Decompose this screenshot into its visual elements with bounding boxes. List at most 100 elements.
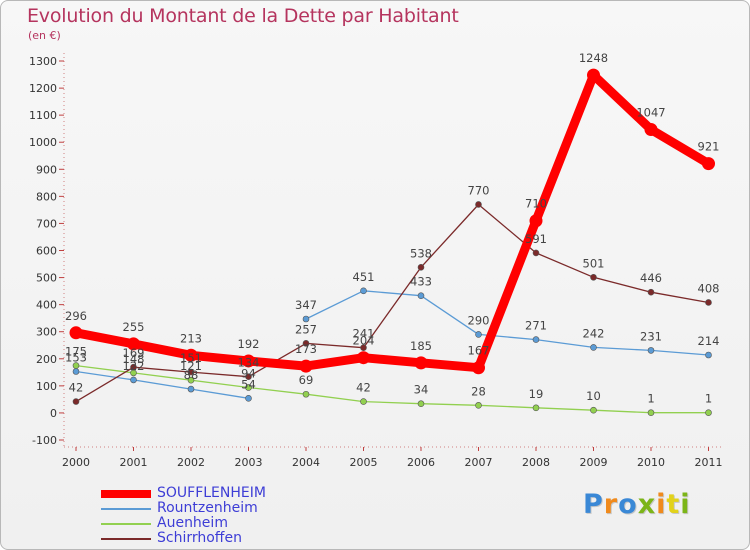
x-tick-label: 2000 (62, 456, 90, 469)
data-label-auenheim: 1 (647, 392, 654, 406)
data-point-schirrhoffen (245, 373, 252, 380)
data-label-rountzenheim: 347 (295, 298, 317, 312)
data-label-auenheim: 148 (123, 352, 145, 366)
data-label-rountzenheim: 290 (468, 313, 490, 327)
data-label-soufflenheim: 204 (353, 334, 375, 348)
proxiti-logo: Proxiti (583, 489, 691, 520)
data-label-auenheim: 28 (471, 384, 486, 398)
data-label-schirrhoffen: 257 (295, 322, 317, 336)
data-label-auenheim: 94 (241, 366, 256, 380)
legend-label-rountzenheim: Rountzenheim (157, 500, 258, 516)
data-label-soufflenheim: 921 (698, 140, 720, 154)
data-label-schirrhoffen: 538 (410, 246, 432, 260)
data-label-auenheim: 34 (414, 383, 429, 397)
data-label-soufflenheim: 710 (525, 197, 547, 211)
data-label-rountzenheim: 54 (241, 377, 256, 391)
legend-item-schirrhoffen: Schirrhoffen (101, 530, 321, 546)
y-tick-label: 1200 (29, 82, 57, 95)
data-label-schirrhoffen: 408 (698, 281, 720, 295)
data-point-rountzenheim (705, 351, 712, 359)
chart-title: Evolution du Montant de la Dette par Hab… (27, 5, 459, 27)
y-tick-label: 300 (36, 326, 57, 339)
series-line-auenheim (75, 364, 710, 414)
data-label-schirrhoffen: 42 (69, 381, 84, 395)
y-tick-label: -100 (32, 434, 57, 447)
data-point-soufflenheim (127, 337, 140, 351)
data-point-rountzenheim (417, 292, 425, 300)
legend-label-auenheim: Auenheim (157, 515, 228, 531)
data-point-soufflenheim (529, 214, 543, 228)
y-tick-label: 500 (36, 272, 57, 285)
legend-swatch-auenheim (101, 523, 151, 525)
data-label-soufflenheim: 167 (468, 344, 490, 358)
data-label-schirrhoffen: 501 (583, 256, 605, 270)
x-tick-label: 2009 (580, 456, 608, 469)
data-label-auenheim: 19 (529, 387, 544, 401)
data-point-schirrhoffen (302, 340, 310, 347)
data-point-soufflenheim (644, 122, 658, 136)
legend: SOUFFLENHEIM Rountzenheim Auenheim Schir… (101, 485, 321, 546)
data-point-rountzenheim (72, 368, 80, 375)
data-point-soufflenheim (357, 351, 370, 365)
data-label-schirrhoffen: 169 (123, 346, 145, 360)
data-point-schirrhoffen (705, 299, 712, 306)
data-point-schirrhoffen (187, 368, 195, 376)
y-tick-label: 200 (36, 353, 57, 366)
data-label-schirrhoffen: 241 (353, 327, 375, 341)
data-label-rountzenheim: 231 (640, 329, 662, 343)
data-point-rountzenheim (532, 336, 540, 343)
y-tick-label: 800 (36, 190, 57, 203)
legend-item-rountzenheim: Rountzenheim (101, 500, 321, 516)
x-tick-label: 2001 (120, 456, 148, 469)
x-tick-label: 2011 (695, 456, 723, 469)
y-tick-label: 100 (36, 380, 57, 393)
data-point-schirrhoffen (130, 363, 137, 371)
data-point-auenheim (532, 404, 540, 412)
data-point-auenheim (245, 384, 252, 391)
logo-letter: o (618, 489, 638, 520)
data-point-rountzenheim (245, 395, 252, 402)
data-label-rountzenheim: 153 (65, 351, 87, 365)
data-point-auenheim (705, 409, 712, 416)
data-point-auenheim (590, 406, 597, 414)
data-point-soufflenheim (184, 348, 198, 362)
legend-label-soufflenheim: SOUFFLENHEIM (157, 485, 266, 501)
data-label-soufflenheim: 1248 (579, 51, 608, 65)
y-tick-label: 0 (50, 407, 57, 420)
data-point-auenheim (475, 402, 482, 409)
data-label-auenheim: 1 (705, 392, 712, 406)
series-line-schirrhoffen (75, 203, 710, 403)
x-tick-label: 2003 (235, 456, 263, 469)
x-tick-label: 2006 (407, 456, 435, 469)
legend-swatch-soufflenheim (101, 490, 151, 498)
data-label-auenheim: 10 (586, 389, 601, 403)
data-point-auenheim (417, 400, 425, 408)
data-point-soufflenheim (69, 326, 83, 340)
data-point-soufflenheim (242, 354, 255, 368)
data-label-auenheim: 42 (356, 381, 371, 395)
data-point-auenheim (360, 398, 367, 405)
legend-label-schirrhoffen: Schirrhoffen (157, 530, 242, 546)
data-point-soufflenheim (299, 359, 313, 373)
data-point-soufflenheim (587, 68, 600, 82)
y-tick-label: 900 (36, 163, 57, 176)
data-point-rountzenheim (590, 344, 597, 351)
chart-subtitle: (en €) (28, 29, 61, 42)
series-line-soufflenheim (71, 70, 713, 373)
series-line-rountzenheim (75, 370, 250, 399)
data-point-rountzenheim (647, 347, 655, 354)
data-point-soufflenheim (702, 157, 715, 171)
data-point-schirrhoffen (647, 288, 655, 296)
data-point-auenheim (187, 376, 195, 384)
y-tick-label: 1100 (29, 109, 57, 122)
data-point-rountzenheim (130, 376, 137, 384)
logo-letter: x (637, 489, 657, 520)
logo-letter: t (666, 489, 681, 520)
legend-swatch-rountzenheim (101, 508, 151, 510)
data-point-schirrhoffen (475, 201, 482, 208)
data-label-auenheim: 121 (180, 359, 202, 373)
x-tick-label: 2005 (350, 456, 378, 469)
data-point-auenheim (647, 409, 655, 416)
